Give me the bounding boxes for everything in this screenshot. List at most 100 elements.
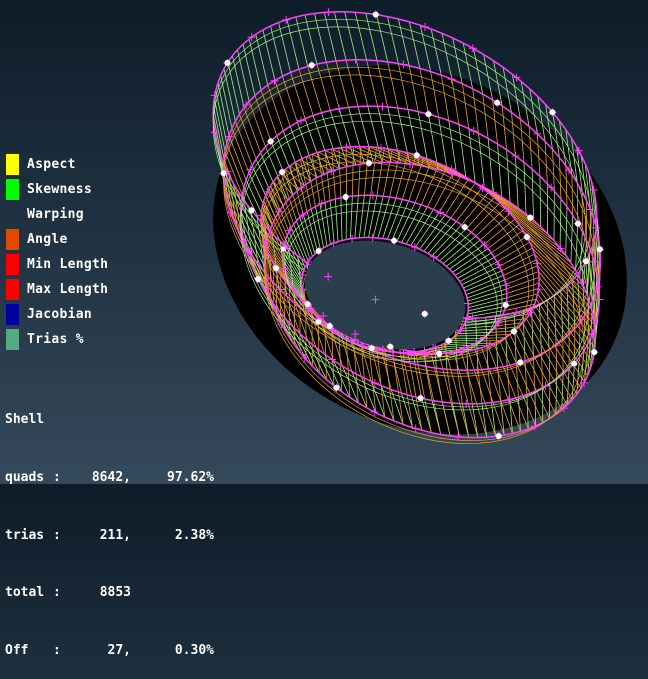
node-highlight bbox=[333, 385, 339, 391]
node-highlight bbox=[524, 234, 530, 240]
legend-swatch bbox=[6, 304, 19, 325]
node-highlight bbox=[366, 160, 372, 166]
mesh-element-edge bbox=[224, 69, 235, 121]
stat-sep: : bbox=[53, 526, 65, 545]
stats-row-trias: trias:211,2.38% bbox=[5, 526, 214, 545]
mesh-element-edge bbox=[387, 17, 398, 64]
stat-count: 27, bbox=[65, 641, 131, 660]
node-marker bbox=[421, 23, 429, 31]
stat-count: 8642, bbox=[65, 468, 131, 487]
legend-swatch bbox=[6, 179, 19, 200]
node-highlight bbox=[279, 169, 285, 175]
mesh-element-edge bbox=[593, 218, 594, 257]
stat-name: Off bbox=[5, 641, 53, 660]
node-highlight bbox=[422, 311, 428, 317]
legend-item-min-length: Min Length bbox=[6, 252, 108, 277]
node-highlight bbox=[597, 246, 603, 252]
stat-percent: 2.38% bbox=[131, 526, 214, 545]
legend-label: Aspect bbox=[27, 157, 76, 172]
node-highlight bbox=[268, 138, 274, 144]
mesh-element-edge bbox=[398, 19, 409, 66]
stat-name: total bbox=[5, 583, 53, 602]
node-highlight bbox=[255, 276, 261, 282]
legend-label: Jacobian bbox=[27, 307, 92, 322]
legend-item-trias: Trias % bbox=[6, 327, 108, 352]
legend-item-jacobian: Jacobian bbox=[6, 302, 108, 327]
node-highlight bbox=[591, 349, 597, 355]
node-highlight bbox=[316, 248, 322, 254]
legend-label: Min Length bbox=[27, 257, 108, 272]
mesh-element-edge bbox=[228, 62, 240, 114]
stat-name: quads bbox=[5, 468, 53, 487]
stat-percent: 97.62% bbox=[131, 468, 214, 487]
mesh-element-edge bbox=[305, 15, 317, 64]
node-marker bbox=[531, 422, 539, 430]
node-highlight bbox=[305, 301, 311, 307]
node-highlight bbox=[327, 323, 333, 329]
mesh-element-edge bbox=[431, 29, 441, 75]
node-highlight bbox=[494, 100, 500, 106]
mesh-element-edge bbox=[296, 17, 308, 66]
node-highlight bbox=[273, 265, 279, 271]
node-marker bbox=[575, 147, 583, 155]
node-highlight bbox=[373, 12, 379, 18]
node-marker bbox=[270, 77, 278, 85]
mesh-element-edge bbox=[249, 39, 261, 90]
node-highlight bbox=[583, 258, 589, 264]
node-highlight bbox=[343, 194, 349, 200]
legend-item-warping: Warping bbox=[6, 202, 108, 227]
node-marker bbox=[324, 8, 332, 16]
stat-percent: 0.30% bbox=[131, 641, 214, 660]
legend-swatch bbox=[6, 329, 19, 350]
legend-label: Angle bbox=[27, 232, 68, 247]
node-highlight bbox=[571, 361, 577, 367]
node-highlight bbox=[575, 221, 581, 227]
node-highlight bbox=[369, 345, 375, 351]
legend-item-aspect: Aspect bbox=[6, 152, 108, 177]
legend-swatch bbox=[6, 204, 19, 225]
node-highlight bbox=[309, 62, 315, 68]
node-highlight bbox=[315, 319, 321, 325]
stats-row-off: Off:27,0.30% bbox=[5, 641, 214, 660]
quality-legend: Aspect Skewness Warping Angle Min Length… bbox=[6, 152, 108, 352]
node-highlight bbox=[503, 302, 509, 308]
stats-title: Shell bbox=[5, 410, 214, 429]
mesh-statistics: Shell quads:8642,97.62% trias:211,2.38% … bbox=[5, 372, 214, 679]
stat-count: 8853 bbox=[65, 583, 131, 602]
mesh-element-edge bbox=[377, 15, 388, 62]
stats-row-quads: quads:8642,97.62% bbox=[5, 468, 214, 487]
node-highlight bbox=[391, 238, 397, 244]
node-highlight bbox=[511, 328, 517, 334]
mesh-element-edge bbox=[345, 12, 357, 60]
node-highlight bbox=[446, 338, 452, 344]
legend-item-angle: Angle bbox=[6, 227, 108, 252]
node-highlight bbox=[387, 344, 393, 350]
legend-swatch bbox=[6, 229, 19, 250]
legend-swatch bbox=[6, 279, 19, 300]
legend-item-skewness: Skewness bbox=[6, 177, 108, 202]
node-highlight bbox=[224, 60, 230, 66]
mesh-element-edge bbox=[289, 287, 290, 338]
node-highlight bbox=[425, 111, 431, 117]
legend-label: Warping bbox=[27, 207, 84, 222]
mesh-element-edge bbox=[366, 13, 377, 60]
mesh-element-edge bbox=[442, 33, 452, 79]
node-highlight bbox=[462, 224, 468, 230]
mesh-element-edge bbox=[280, 275, 281, 322]
legend-swatch bbox=[6, 154, 19, 175]
node-marker bbox=[282, 16, 290, 24]
mesh-element-edge bbox=[279, 23, 291, 73]
node-marker bbox=[469, 44, 477, 52]
stat-sep: : bbox=[53, 583, 65, 602]
mesh-element-edge bbox=[355, 12, 366, 60]
legend-label: Skewness bbox=[27, 182, 92, 197]
mesh-element-edge bbox=[409, 22, 420, 69]
legend-item-max-length: Max Length bbox=[6, 277, 108, 302]
node-highlight bbox=[496, 433, 502, 439]
legend-swatch bbox=[6, 254, 19, 275]
node-highlight bbox=[517, 359, 523, 365]
mesh-element-edge bbox=[243, 44, 255, 95]
node-marker bbox=[352, 56, 360, 64]
mesh-element-edge bbox=[232, 56, 244, 108]
node-highlight bbox=[527, 215, 533, 221]
